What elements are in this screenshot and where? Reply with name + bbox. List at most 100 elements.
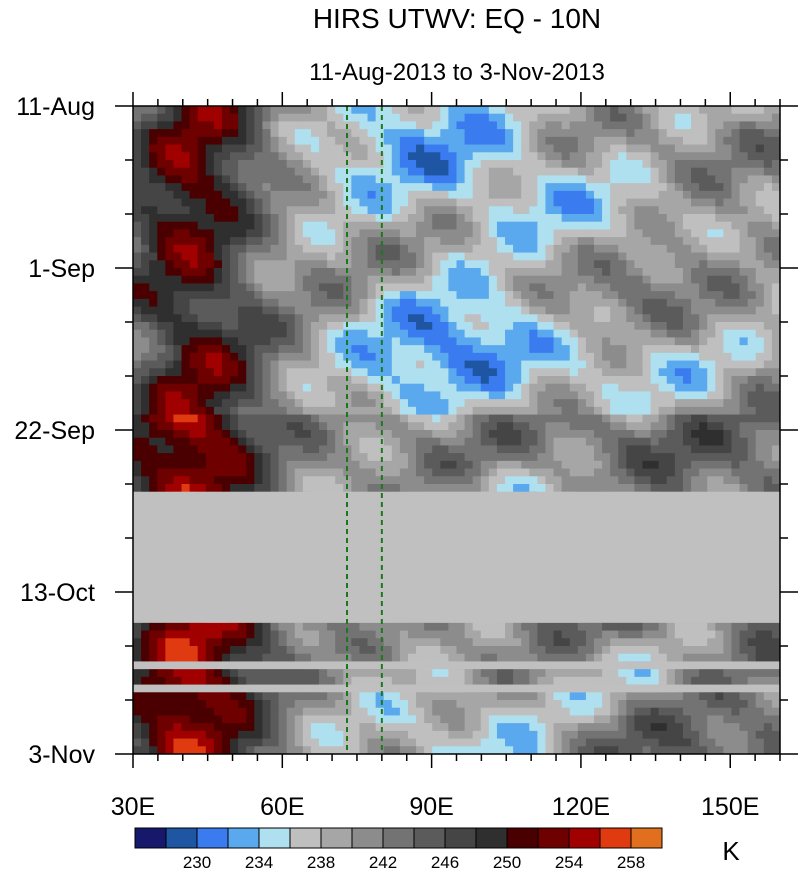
field-cell — [771, 244, 780, 254]
field-cell — [674, 391, 684, 400]
field-cell — [496, 298, 506, 308]
field-cell — [149, 121, 158, 130]
field-cell — [294, 252, 304, 261]
field-cell — [407, 252, 417, 261]
field-cell — [585, 113, 595, 123]
field-cell — [707, 252, 716, 261]
field-cell — [707, 106, 716, 115]
field-cell — [141, 322, 150, 331]
field-cell — [569, 298, 579, 308]
field-cell — [747, 291, 757, 300]
field-cell — [165, 229, 175, 238]
field-cell — [181, 476, 191, 485]
field-cell — [133, 237, 142, 246]
field-cell — [173, 183, 183, 192]
field-cell — [618, 437, 627, 447]
field-cell — [432, 190, 441, 200]
field-cell — [213, 337, 223, 346]
field-cell — [424, 206, 433, 215]
field-cell — [432, 306, 441, 315]
field-cell — [682, 167, 692, 177]
field-cell — [173, 414, 183, 423]
field-cell — [674, 422, 684, 431]
field-cell — [739, 268, 749, 277]
field-cell — [771, 214, 780, 223]
field-cell — [691, 430, 700, 439]
field-cell — [602, 484, 611, 493]
field-cell — [367, 244, 377, 254]
field-cell — [739, 352, 749, 362]
field-cell — [302, 306, 312, 315]
field-cell — [440, 298, 450, 308]
field-cell — [173, 468, 183, 477]
field-cell — [319, 175, 328, 184]
field-cell — [513, 106, 522, 115]
field-cell — [699, 345, 708, 354]
field-cell — [319, 221, 328, 231]
field-cell — [747, 460, 757, 470]
field-cell — [359, 136, 369, 146]
field-cell — [545, 275, 555, 285]
field-cell — [642, 183, 652, 192]
field-cell — [674, 283, 684, 292]
field-cell — [513, 121, 522, 130]
field-cell — [327, 445, 336, 454]
field-cell — [189, 329, 199, 339]
field-cell — [448, 152, 458, 161]
field-cell — [553, 314, 563, 323]
field-cell — [488, 198, 498, 207]
field-cell — [310, 283, 320, 292]
field-cell — [335, 160, 344, 169]
field-cell — [626, 283, 636, 292]
field-cell — [650, 437, 660, 447]
field-cell — [488, 337, 498, 346]
field-cell — [254, 275, 263, 285]
field-cell — [755, 422, 765, 431]
field-cell — [391, 190, 401, 200]
field-cell — [254, 121, 263, 130]
field-cell — [763, 337, 773, 346]
field-cell — [440, 383, 450, 393]
field-cell — [496, 183, 506, 192]
field-cell — [205, 298, 215, 308]
field-cell — [529, 136, 538, 146]
field-cell — [626, 468, 636, 477]
field-cell — [189, 113, 199, 123]
field-cell — [359, 214, 369, 223]
field-cell — [157, 244, 166, 254]
field-cell — [302, 337, 312, 346]
field-cell — [399, 237, 409, 246]
field-cell — [731, 484, 741, 493]
field-cell — [739, 237, 749, 246]
field-cell — [658, 437, 668, 447]
field-cell — [739, 206, 749, 215]
field-cell — [771, 221, 780, 231]
field-cell — [739, 144, 749, 153]
field-cell — [561, 229, 571, 238]
field-cell — [157, 445, 166, 454]
field-cell — [133, 206, 142, 215]
field-cell — [513, 244, 522, 254]
field-cell — [610, 252, 619, 261]
field-cell — [682, 237, 692, 246]
field-cell — [472, 268, 482, 277]
field-cell — [496, 314, 506, 323]
field-cell — [658, 283, 668, 292]
field-cell — [626, 322, 636, 331]
field-cell — [521, 376, 530, 385]
field-cell — [537, 221, 547, 231]
field-cell — [699, 190, 708, 200]
field-cell — [739, 244, 749, 254]
field-cell — [448, 129, 458, 138]
field-cell — [626, 106, 636, 115]
field-cell — [602, 237, 611, 246]
field-cell — [537, 329, 547, 339]
field-cell — [610, 229, 619, 238]
field-cell — [610, 136, 619, 146]
field-cell — [367, 260, 377, 269]
field-cell — [642, 144, 652, 153]
field-cell — [335, 229, 344, 238]
field-cell — [666, 445, 676, 454]
field-cell — [682, 476, 692, 485]
field-cell — [739, 430, 749, 439]
